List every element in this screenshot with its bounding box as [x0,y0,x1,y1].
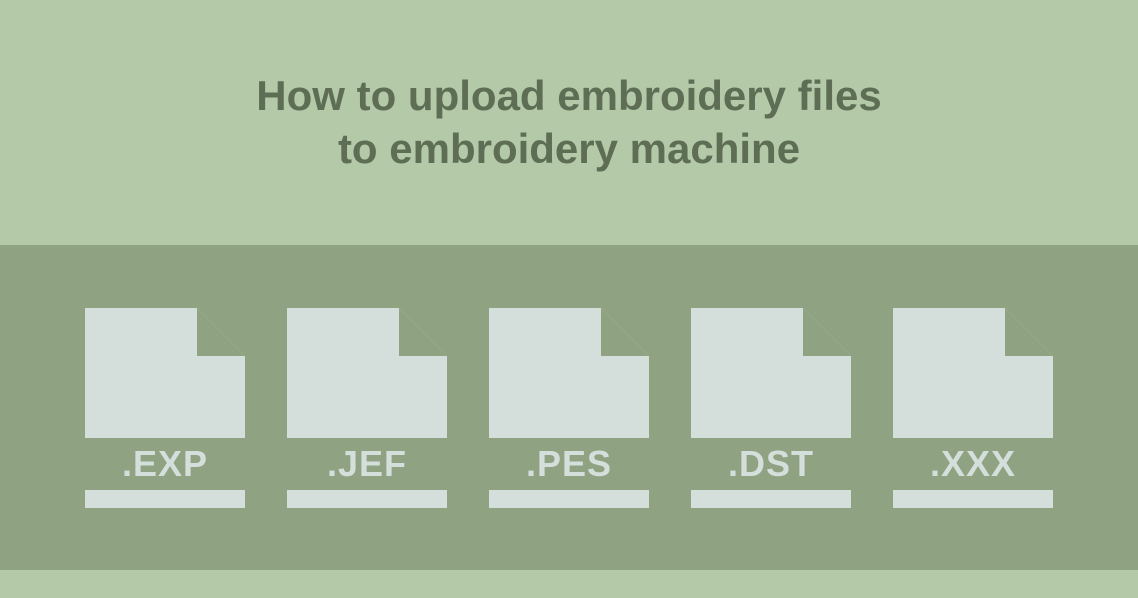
file-icon: .PES [489,308,649,508]
file-icon: .XXX [893,308,1053,508]
file-icon: .EXP [85,308,245,508]
file-fold-icon [1005,308,1053,356]
file-fold-icon [601,308,649,356]
file-fold-icon [399,308,447,356]
file-fold-icon [803,308,851,356]
file-icons-row: .EXP .JEF .PES .DST .XXX [0,245,1138,570]
file-extension-label: .XXX [930,443,1016,485]
file-extension-band: .XXX [893,438,1053,490]
header-section: How to upload embroidery filesto embroid… [0,0,1138,245]
footer-strip [0,570,1138,598]
file-extension-band: .DST [691,438,851,490]
file-extension-band: .JEF [287,438,447,490]
file-extension-label: .PES [526,443,612,485]
file-extension-label: .EXP [122,443,208,485]
file-extension-label: .JEF [327,443,407,485]
file-fold-icon [197,308,245,356]
file-extension-label: .DST [728,443,814,485]
file-icon: .JEF [287,308,447,508]
file-extension-band: .PES [489,438,649,490]
page-title: How to upload embroidery filesto embroid… [256,70,881,175]
file-extension-band: .EXP [85,438,245,490]
file-icon: .DST [691,308,851,508]
